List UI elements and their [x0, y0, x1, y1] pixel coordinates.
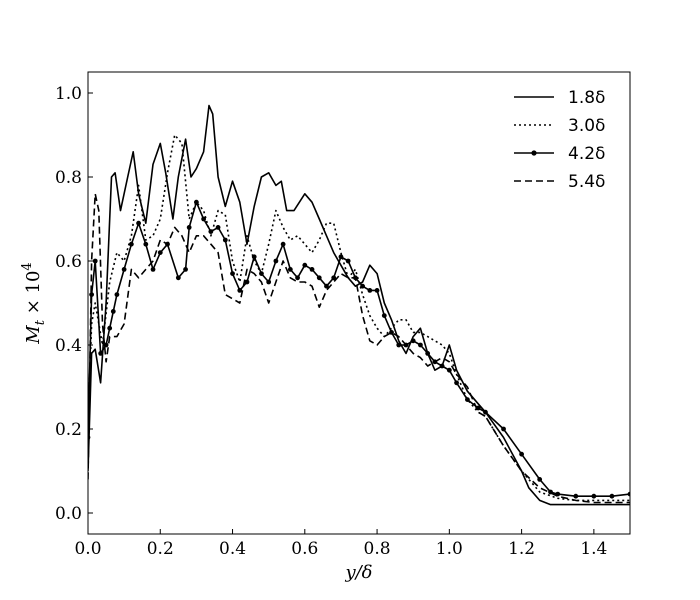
legend: 1.8δ 3.0δ 4.2δ 5.4δ	[514, 88, 605, 192]
data-point	[591, 493, 597, 499]
data-point	[150, 267, 156, 272]
x-tick-label: 0.0	[74, 539, 101, 559]
x-axis-label: y/δ	[344, 562, 372, 583]
y-tick-label: 0.8	[55, 168, 82, 188]
ticks-layer: 0.0 0.2 0.4 0.6 0.8 1.0 1.2 1.4 0.0 0.2 0.4 0.6 0.8 1…	[55, 84, 607, 559]
data-point	[201, 216, 207, 222]
series-0	[88, 104, 630, 506]
data-point	[273, 258, 279, 264]
y-tick-label: 0.4	[55, 336, 82, 356]
legend-item: 4.2δ	[514, 144, 605, 164]
legend-label: 1.8δ	[568, 88, 605, 108]
data-point	[98, 351, 104, 356]
data-point	[136, 220, 141, 226]
data-point	[183, 267, 188, 272]
legend-item: 3.0δ	[514, 116, 605, 136]
x-tick-label: 0.8	[364, 539, 391, 559]
y-axis-label-text: Mt × 104	[20, 262, 48, 344]
data-point	[295, 275, 300, 281]
data-point	[439, 363, 445, 369]
y-axis-label: Mt × 104	[20, 262, 48, 344]
legend-item: 1.8δ	[514, 88, 605, 108]
data-point	[537, 477, 543, 482]
data-point	[454, 380, 459, 386]
data-point	[244, 279, 250, 285]
data-point	[266, 279, 272, 285]
series-1	[88, 134, 630, 502]
y-tick-label: 0.2	[55, 420, 82, 440]
x-tick-label: 0.2	[147, 539, 174, 559]
data-point	[501, 426, 506, 432]
series-2	[88, 199, 630, 499]
data-point	[418, 342, 423, 348]
legend-label: 5.4δ	[568, 172, 605, 192]
series-line	[88, 104, 630, 506]
data-point	[194, 199, 199, 205]
data-point	[446, 367, 452, 373]
data-point	[175, 275, 181, 281]
data-point	[627, 491, 630, 497]
data-point	[338, 254, 344, 260]
y-tick-label: 0.0	[55, 504, 82, 524]
data-point	[237, 288, 243, 293]
x-tick-label: 0.4	[219, 539, 246, 559]
data-point	[88, 435, 91, 440]
legend-label: 4.2δ	[568, 144, 605, 164]
data-point	[609, 493, 615, 499]
plot-frame	[87, 71, 631, 535]
data-point	[381, 313, 387, 318]
data-point	[110, 309, 116, 314]
data-point	[89, 292, 95, 297]
data-point	[573, 493, 579, 499]
data-point	[316, 275, 322, 281]
x-tick-label: 1.0	[436, 539, 463, 559]
x-tick-label: 1.4	[580, 539, 607, 559]
data-point	[280, 241, 286, 247]
data-point	[208, 229, 214, 235]
data-point	[360, 283, 366, 289]
data-point	[287, 267, 293, 272]
data-point	[230, 271, 235, 276]
data-point	[121, 267, 127, 272]
series-line	[88, 134, 630, 502]
series-layer	[88, 104, 630, 506]
series-line	[88, 193, 630, 504]
legend-item: 5.4δ	[514, 172, 605, 192]
data-point	[259, 271, 264, 276]
data-point	[302, 262, 308, 268]
data-point	[425, 351, 431, 356]
data-point	[107, 325, 113, 331]
data-point	[128, 241, 134, 247]
data-point	[374, 288, 380, 293]
data-point	[92, 258, 98, 264]
data-point	[410, 338, 416, 344]
data-point	[367, 288, 373, 293]
data-point	[103, 342, 109, 348]
data-point	[309, 267, 315, 272]
data-point	[465, 397, 470, 402]
data-point	[324, 283, 329, 289]
data-point	[143, 241, 149, 247]
data-point	[114, 292, 120, 297]
y-tick-label: 0.6	[55, 252, 82, 272]
x-tick-label: 1.2	[508, 539, 535, 559]
data-point	[186, 225, 192, 230]
x-tick-label: 0.6	[291, 539, 318, 559]
data-point	[157, 250, 163, 256]
series-3	[88, 193, 630, 504]
legend-marker	[531, 150, 537, 156]
series-line	[88, 201, 630, 498]
data-point	[396, 342, 402, 348]
data-point	[519, 451, 524, 457]
data-point	[251, 254, 257, 260]
data-point	[331, 275, 337, 281]
y-tick-label: 1.0	[55, 84, 82, 104]
data-point	[345, 258, 351, 264]
data-point	[483, 409, 488, 415]
legend-label: 3.0δ	[568, 116, 605, 136]
data-point	[215, 225, 221, 230]
data-point	[222, 237, 228, 243]
